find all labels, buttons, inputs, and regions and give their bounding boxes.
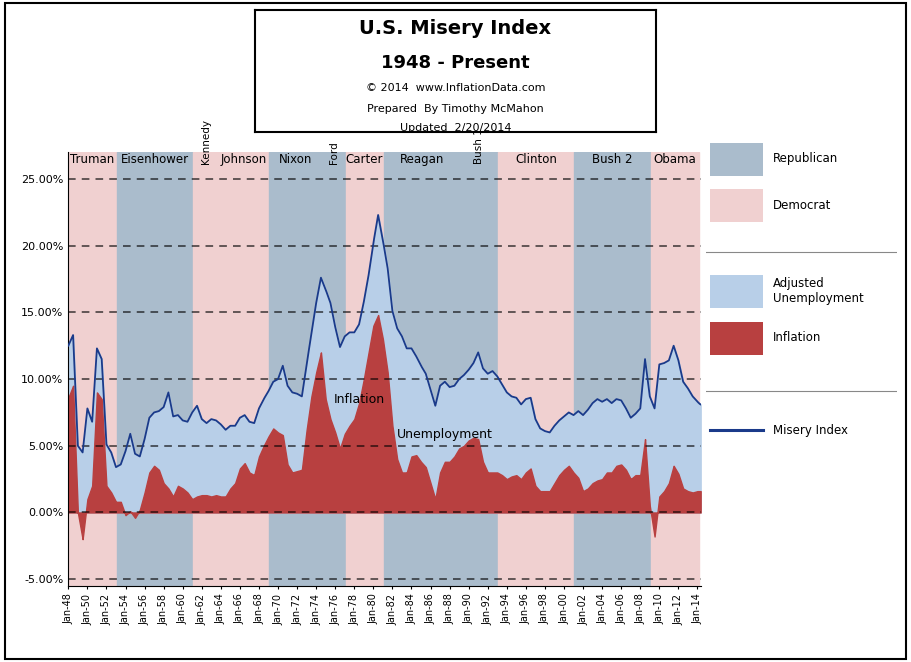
Bar	[322, 152, 345, 586]
Bar	[345, 152, 384, 586]
Text: Obama: Obama	[653, 154, 696, 166]
Text: Kennedy: Kennedy	[200, 118, 210, 164]
Text: Prepared  By Timothy McMahon: Prepared By Timothy McMahon	[367, 104, 544, 115]
Bar	[574, 152, 650, 586]
Text: Republican: Republican	[773, 152, 838, 166]
Text: Inflation: Inflation	[773, 331, 822, 344]
Text: Democrat: Democrat	[773, 199, 832, 212]
Text: Inflation: Inflation	[333, 393, 384, 406]
Bar	[650, 152, 699, 586]
Text: Reagan: Reagan	[400, 154, 444, 166]
Bar	[219, 152, 270, 586]
Bar	[710, 143, 763, 176]
Bar	[710, 189, 763, 222]
Bar	[193, 152, 219, 586]
Text: Johnson: Johnson	[220, 154, 267, 166]
Text: Ford: Ford	[329, 141, 339, 164]
Text: Updated  2/20/2014: Updated 2/20/2014	[400, 122, 511, 132]
Bar	[460, 152, 498, 586]
Bar	[710, 322, 763, 355]
Bar	[117, 152, 193, 586]
Text: Nixon: Nixon	[279, 154, 312, 166]
Bar	[384, 152, 460, 586]
Text: Misery Index: Misery Index	[773, 424, 848, 437]
Text: Clinton: Clinton	[516, 154, 558, 166]
Bar	[270, 152, 322, 586]
Text: Eisenhower: Eisenhower	[121, 154, 189, 166]
Text: Carter: Carter	[346, 154, 384, 166]
Text: Unemployment: Unemployment	[397, 428, 493, 441]
Text: 1948 - Present: 1948 - Present	[381, 54, 530, 72]
Bar	[710, 275, 763, 308]
Bar	[68, 152, 117, 586]
Text: U.S. Misery Index: U.S. Misery Index	[360, 19, 551, 38]
Text: © 2014  www.InflationData.com: © 2014 www.InflationData.com	[365, 83, 546, 93]
Text: Bush 1: Bush 1	[474, 128, 484, 164]
Text: Adjusted
Unemployment: Adjusted Unemployment	[773, 277, 864, 305]
Text: Truman: Truman	[70, 154, 115, 166]
Text: Bush 2: Bush 2	[592, 154, 632, 166]
Bar	[498, 152, 574, 586]
